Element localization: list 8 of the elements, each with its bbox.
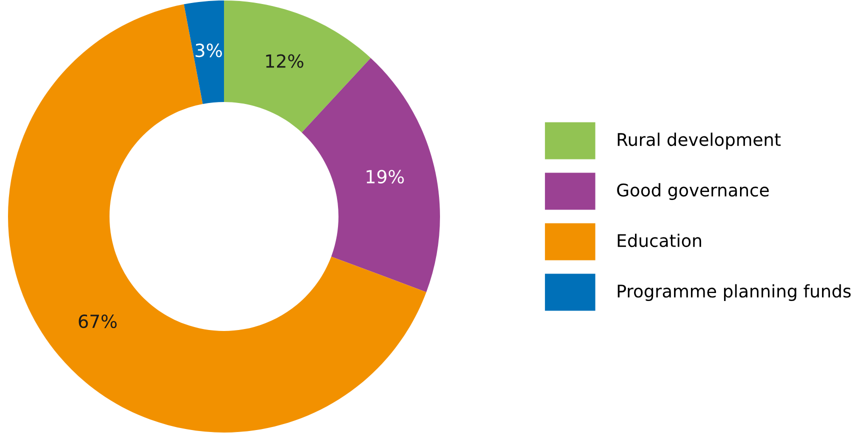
data-label: 19% bbox=[366, 170, 404, 184]
legend-label: Education bbox=[618, 234, 702, 248]
data-label: 67% bbox=[78, 314, 117, 328]
legend-label: Good governance bbox=[617, 183, 769, 200]
data-label: 12% bbox=[266, 54, 304, 68]
legend-label: Rural development bbox=[618, 132, 781, 150]
legend-label: Programme planning funds bbox=[618, 284, 851, 302]
data-label: 3% bbox=[196, 44, 222, 58]
